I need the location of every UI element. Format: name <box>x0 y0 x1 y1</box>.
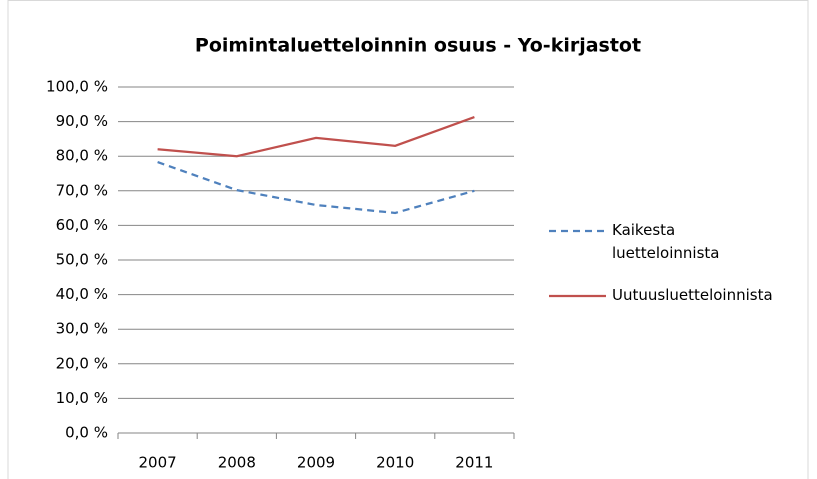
y-tick-label: 40,0 % <box>56 285 108 303</box>
chart-border <box>7 0 809 479</box>
x-tick-label: 2007 <box>139 454 177 472</box>
legend-label: Kaikesta luetteloinnista <box>612 221 720 262</box>
x-tick-label: 2010 <box>376 454 414 472</box>
chart-title: Poimintaluetteloinnin osuus - Yo-kirjast… <box>195 35 641 57</box>
y-tick-label: 60,0 % <box>56 216 108 234</box>
y-tick-label: 10,0 % <box>56 389 108 407</box>
y-tick-label: 90,0 % <box>56 112 108 130</box>
y-tick-label: 100,0 % <box>46 78 108 96</box>
line-series <box>157 116 475 158</box>
y-tick-label: 80,0 % <box>56 147 108 165</box>
x-tick-label: 2008 <box>218 454 256 472</box>
y-tick-label: 0,0 % <box>65 424 108 442</box>
x-tick-label: 2011 <box>455 454 493 472</box>
y-tick-label: 20,0 % <box>56 354 108 372</box>
y-tick-label: 70,0 % <box>56 181 108 199</box>
line-series <box>157 161 475 215</box>
x-tick-label: 2009 <box>297 454 335 472</box>
y-tick-label: 50,0 % <box>56 251 108 269</box>
y-tick-label: 30,0 % <box>56 320 108 338</box>
legend-label: Uutuusluetteloinnista <box>612 286 773 304</box>
